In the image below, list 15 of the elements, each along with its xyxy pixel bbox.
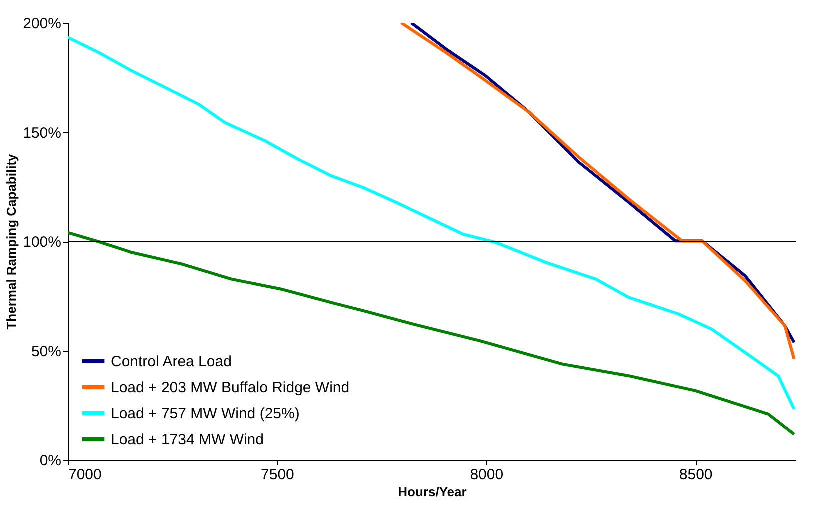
legend-label: Control Area Load — [111, 354, 232, 370]
y-axis-title: Thermal Ramping Capability — [4, 153, 20, 330]
x-tick-label: 8000 — [470, 466, 504, 484]
y-tick-label: 200% — [23, 16, 62, 32]
legend-label: Load + 203 MW Buffalo Ridge Wind — [111, 380, 350, 396]
y-tick-label: 100% — [23, 234, 62, 251]
x-axis-title: Hours/Year — [398, 484, 467, 500]
x-tick-label: 7000 — [68, 466, 102, 484]
x-tick-label: 7500 — [261, 466, 294, 484]
legend-label: Load + 1734 MW Wind — [111, 432, 264, 448]
y-tick-label: 150% — [23, 124, 62, 142]
x-tick-label: 8500 — [679, 466, 713, 484]
y-tick-label: 0% — [40, 452, 62, 470]
legend-label: Load + 757 MW Wind (25%) — [111, 406, 300, 422]
y-tick-label: 50% — [31, 343, 62, 360]
